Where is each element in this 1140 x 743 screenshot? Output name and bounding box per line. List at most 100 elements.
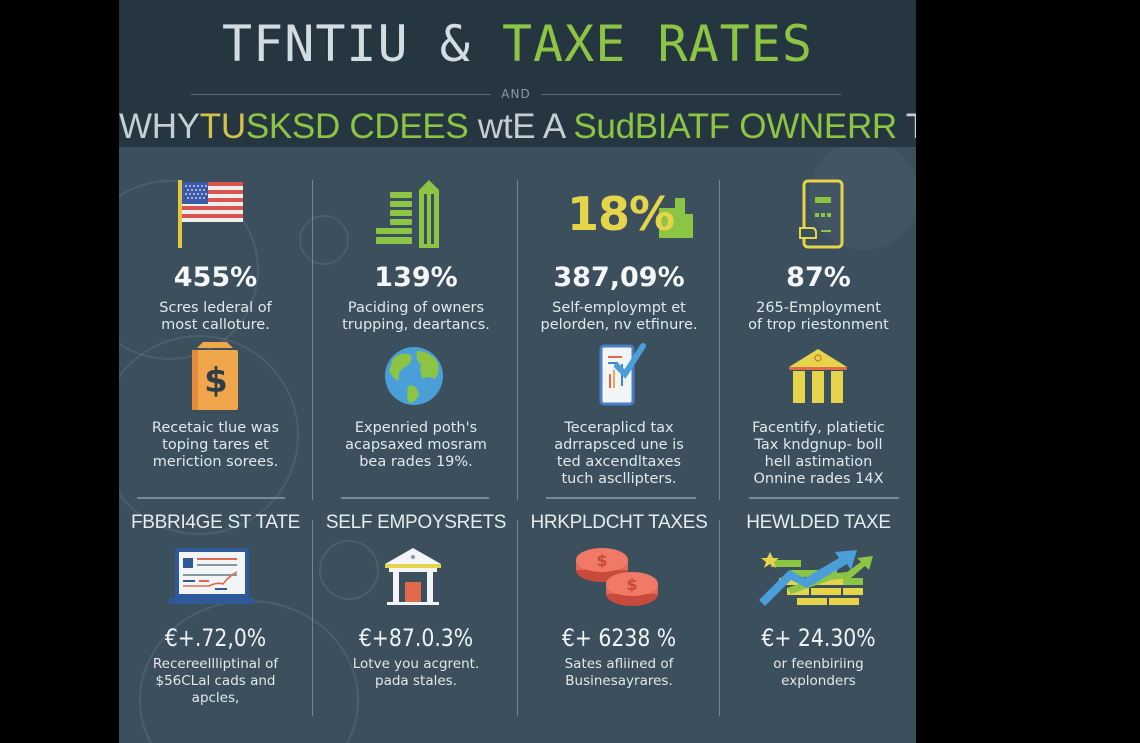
desc-line: Expenried poth's (354, 420, 478, 436)
column-divider (719, 520, 720, 716)
desc-line: apcles, (191, 690, 240, 706)
section-desc: or feenbiriing explonders (721, 656, 916, 690)
desc-line: Facentify, platietic (752, 420, 885, 436)
desc-line: Sates afliined of (564, 656, 674, 672)
subtitle-word: SKSD CDEES (245, 107, 469, 146)
stat-desc: Paciding of owners trupping, deartancs. (315, 300, 517, 334)
subtitle: WHYTUSKSD CDEES wtE A SudBIATF OWNERR TH… (119, 106, 916, 148)
section-desc: Sates afliined of Businesayrares. (519, 656, 719, 690)
divider-line (540, 93, 841, 95)
subtitle-word: WHY (119, 107, 200, 146)
desc-line: meriction sorees. (152, 454, 279, 470)
section-rule (749, 497, 899, 499)
dollar-tag-icon: $ (192, 342, 238, 410)
desc-line: Recereellliptinal of (152, 656, 279, 672)
desc-line: ted axcendltaxes (556, 454, 682, 470)
section-desc: Lotve you acgrent. pada stales. (315, 656, 517, 690)
desc-line: acapsaxed mosram (345, 437, 487, 453)
section-value: €+ 24.30% (761, 624, 876, 652)
subtitle-word: wtE A (477, 107, 564, 146)
divider-line (191, 93, 492, 95)
desc-line: hell astimation (764, 454, 873, 470)
column-divider (312, 180, 313, 500)
highlight-percent: 18% (567, 187, 675, 241)
desc-line: explonders (781, 673, 856, 689)
stat-card: 87% 265-Employment of trop riestonment (721, 262, 916, 334)
stat-card: 387,09% Self-emploympt et pelorden, nv e… (519, 262, 719, 334)
courthouse-icon (385, 548, 441, 605)
section-card: FBBRI4GE ST TATE (119, 512, 312, 534)
section-card: €+.72,0% Recereellliptinal of $56CLal ca… (119, 624, 312, 707)
stat-value: 387,09% (553, 262, 685, 293)
desc-line: Businesayrares. (565, 673, 673, 689)
desc-line: adrrapsced une is (554, 437, 684, 453)
section-heading: FBBRI4GE ST TATE (130, 512, 301, 533)
desc-line: Paciding of owners (347, 300, 485, 316)
section-card: HRKPLDCHT TAXES (519, 512, 719, 534)
desc-line: of trop riestonment (748, 317, 889, 333)
checklist-phone-icon (599, 343, 646, 406)
subtitle-word: SudBIATF OWNERR (573, 107, 897, 146)
section-heading: SELF EMPOYSRETS (325, 512, 507, 533)
section-heading: HEWLDED TAXE (746, 512, 891, 533)
section-rule (341, 497, 489, 499)
green-badge-shape (659, 198, 693, 238)
growth-chart-bricks-icon (759, 550, 873, 606)
svg-text:$: $ (204, 361, 228, 401)
info-text: Facentify, platietic Tax kndgnup- boll h… (721, 420, 916, 488)
stat-card: 455% Scres lederal of most calloture. (119, 262, 312, 334)
stat-value: 87% (786, 262, 851, 293)
section-heading: HRKPLDCHT TAXES (530, 512, 708, 533)
info-text: Recetaic tlue was toping tares et merict… (119, 420, 312, 471)
subtitle-word: THI!. (906, 107, 916, 146)
header: TFNTIU & TAXE RATES AND WHYTUSKSD CDEES … (119, 0, 916, 147)
section-value: €+.72,0% (164, 624, 267, 652)
section-value: €+ 6238 % (561, 624, 677, 652)
desc-line: toping tares et (162, 437, 269, 453)
stat-desc: Self-emploympt et pelorden, nv etfinure. (519, 300, 719, 334)
title-part-2: TAXE RATES (501, 15, 813, 73)
desc-line: Recetaic tlue was (151, 420, 280, 436)
stat-value: 139% (374, 262, 458, 293)
desc-line: Self-emploympt et (552, 300, 686, 316)
and-divider: AND (191, 86, 841, 102)
desc-line: bea rades 19%. (359, 454, 473, 470)
section-card: HEWLDED TAXE (721, 512, 916, 534)
percent-badge-icon: 18% (565, 186, 695, 256)
background-doodle (119, 335, 299, 535)
desc-line: Lotve you acgrent. (352, 656, 480, 672)
desc-line: 265-Employment (756, 300, 881, 316)
desc-line: trupping, deartancs. (342, 317, 490, 333)
globe-icon (385, 347, 443, 405)
desc-line: most calloture. (161, 317, 270, 333)
desc-line: or feenbiriing (773, 656, 864, 672)
desc-line: Scres lederal of (159, 300, 272, 316)
section-rule (546, 497, 696, 499)
coin-stack-building-icon (376, 180, 439, 248)
stat-value: 455% (173, 262, 258, 293)
svg-text:$: $ (596, 551, 607, 570)
coins-icon: $ $ (576, 548, 658, 606)
info-text: Teceraplicd tax adrrapsced une is ted ax… (519, 420, 719, 488)
mobile-phone-icon (799, 179, 844, 249)
title-part-1: TFNTIU & (222, 15, 471, 73)
bank-building-icon (789, 349, 847, 403)
column-divider (719, 180, 720, 500)
desc-line: pelorden, nv etfinure. (540, 317, 698, 333)
column-divider (517, 520, 518, 716)
us-flag-icon (178, 180, 243, 248)
desc-line: Tax kndgnup- boll (754, 437, 883, 453)
info-text: Expenried poth's acapsaxed mosram bea ra… (315, 420, 517, 471)
desc-line: Teceraplicd tax (564, 420, 674, 436)
infographic-poster: TFNTIU & TAXE RATES AND WHYTUSKSD CDEES … (119, 0, 916, 743)
section-card: €+ 6238 % Sates afliined of Businesayrar… (519, 624, 719, 690)
column-divider (517, 180, 518, 500)
svg-text:$: $ (626, 575, 637, 594)
background-doodle (319, 540, 379, 600)
desc-line: $56CLal cads and (155, 673, 276, 689)
subtitle-word: TU (199, 107, 246, 146)
section-value: €+87.0.3% (358, 624, 474, 652)
section-card: €+87.0.3% Lotve you acgrent. pada stales… (315, 624, 517, 690)
background-doodle (299, 215, 349, 265)
page-title: TFNTIU & TAXE RATES (119, 14, 916, 74)
